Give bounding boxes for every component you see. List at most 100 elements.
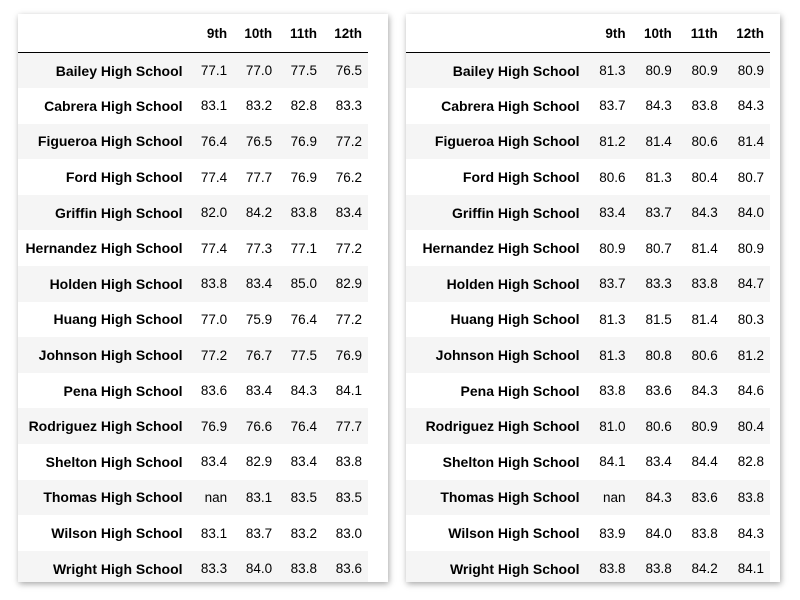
score-cell: 77.1 (290, 240, 317, 256)
score-cell: 83.8 (290, 205, 317, 221)
score-cell: 81.3 (599, 63, 626, 79)
score-cell: 83.6 (691, 489, 718, 505)
table-row: Rodriguez High School 76.9 76.6 76.4 77.7 (18, 408, 368, 445)
score-cell: 83.8 (335, 454, 362, 470)
table-row: Wilson High School 83.9 84.0 83.8 84.3 (406, 515, 770, 551)
score-cell: 76.4 (200, 133, 228, 149)
score-cell: 77.2 (335, 133, 362, 149)
score-cell: 76.2 (335, 169, 362, 185)
table-row: Shelton High School 84.1 83.4 84.4 82.8 (406, 444, 770, 480)
row-school-name: Pena High School (63, 382, 183, 399)
column-header-9th: 9th (188, 14, 234, 53)
score-cell: 80.8 (645, 347, 672, 363)
row-school-name: Thomas High School (43, 489, 183, 506)
score-cell: 80.6 (691, 347, 718, 363)
score-cell: 83.8 (691, 525, 718, 541)
score-cell: 76.4 (290, 311, 317, 327)
score-cell: nan (603, 489, 626, 505)
row-school-name: Rodriguez High School (425, 418, 580, 435)
table-header-row: 9th 10th 11th 12th (18, 14, 368, 53)
score-cell: 83.3 (200, 561, 228, 577)
score-cell: 83.2 (245, 98, 273, 114)
table-row: Hernandez High School 80.9 80.7 81.4 80.9 (406, 230, 770, 267)
row-school-name: Shelton High School (442, 453, 580, 470)
score-cell: 76.5 (335, 63, 362, 79)
score-cell: nan (204, 489, 228, 505)
score-cell: 76.5 (245, 133, 273, 149)
score-cell: 83.7 (645, 205, 672, 221)
score-cell: 83.4 (645, 454, 672, 470)
table-row: Thomas High School nan 83.1 83.5 83.5 (18, 479, 368, 516)
row-school-name: Figueroa High School (434, 133, 580, 150)
score-cell: 80.6 (691, 133, 718, 149)
table-row: Shelton High School 83.4 82.9 83.4 83.8 (18, 444, 368, 480)
row-school-name: Shelton High School (45, 453, 183, 470)
score-cell: 84.6 (737, 383, 764, 399)
table-row: Holden High School 83.8 83.4 85.0 82.9 (18, 266, 368, 302)
table-row: Holden High School 83.7 83.3 83.8 84.7 (406, 266, 770, 302)
column-header-11th: 11th (278, 14, 323, 53)
row-school-name: Huang High School (53, 311, 183, 328)
column-header-10th: 10th (233, 14, 279, 53)
score-cell: 81.3 (645, 169, 672, 185)
table-row: Griffin High School 82.0 84.2 83.8 83.4 (18, 194, 368, 231)
row-school-name: Johnson High School (435, 347, 580, 364)
score-cell: 81.4 (691, 240, 718, 256)
table-row: Huang High School 77.0 75.9 76.4 77.2 (18, 301, 368, 338)
score-cell: 83.7 (599, 98, 626, 114)
row-school-name: Pena High School (460, 382, 580, 399)
score-cell: 77.2 (335, 240, 362, 256)
index-header (406, 14, 586, 53)
score-cell: 80.9 (691, 418, 718, 434)
score-cell: 83.8 (737, 489, 764, 505)
score-cell: 83.6 (200, 383, 228, 399)
score-cell: 81.3 (599, 347, 626, 363)
score-cell: 83.5 (290, 489, 317, 505)
table-row: Cabrera High School 83.1 83.2 82.8 83.3 (18, 88, 368, 124)
column-header-12th: 12th (322, 14, 368, 53)
score-cell: 80.7 (737, 169, 764, 185)
left-table-body: Bailey High School 77.1 77.0 77.5 76.5 Cabrer… (18, 52, 368, 582)
row-school-name: Wilson High School (448, 525, 580, 542)
row-school-name: Hernandez High School (25, 240, 183, 257)
score-cell: 80.6 (599, 169, 626, 185)
score-cell: 84.0 (245, 561, 273, 577)
row-school-name: Huang High School (450, 311, 580, 328)
score-cell: 76.9 (290, 169, 317, 185)
score-cell: 84.3 (645, 489, 672, 505)
row-school-name: Rodriguez High School (28, 418, 183, 435)
score-cell: 83.8 (599, 383, 626, 399)
score-cell: 76.6 (245, 418, 273, 434)
table-row: Ford High School 80.6 81.3 80.4 80.7 (406, 159, 770, 195)
score-cell: 76.4 (290, 418, 317, 434)
score-cell: 82.8 (290, 98, 317, 114)
score-cell: 83.4 (335, 205, 362, 221)
score-cell: 80.4 (691, 169, 718, 185)
score-cell: 83.1 (200, 525, 228, 541)
table-row: Pena High School 83.6 83.4 84.3 84.1 (18, 372, 368, 409)
column-header-12th: 12th (723, 14, 770, 53)
table-row: Johnson High School 77.2 76.7 77.5 76.9 (18, 337, 368, 373)
score-cell: 83.3 (645, 276, 672, 292)
row-school-name: Wright High School (52, 560, 183, 577)
right-table-panel: 9th 10th 11th 12th Bailey High School 81.… (406, 14, 780, 582)
table-row: Bailey High School 77.1 77.0 77.5 76.5 (18, 52, 368, 89)
table-row: Figueroa High School 76.4 76.5 76.9 77.2 (18, 123, 368, 160)
score-cell: 83.8 (691, 276, 718, 292)
score-cell: 83.7 (599, 276, 626, 292)
row-school-name: Bailey High School (55, 62, 183, 79)
score-cell: 80.9 (737, 240, 764, 256)
column-header-10th: 10th (631, 14, 678, 53)
score-cell: 77.5 (290, 347, 317, 363)
score-cell: 77.1 (200, 63, 228, 79)
row-school-name: Figueroa High School (37, 133, 183, 150)
score-cell: 83.8 (200, 276, 228, 292)
score-cell: 77.2 (335, 311, 362, 327)
table-row: Thomas High School nan 84.3 83.6 83.8 (406, 479, 770, 516)
row-school-name: Griffin High School (452, 204, 580, 221)
table-row: Wilson High School 83.1 83.7 83.2 83.0 (18, 515, 368, 551)
row-school-name: Wilson High School (51, 525, 183, 542)
row-school-name: Holden High School (49, 275, 183, 292)
score-cell: 85.0 (290, 276, 317, 292)
score-cell: 81.4 (645, 133, 672, 149)
